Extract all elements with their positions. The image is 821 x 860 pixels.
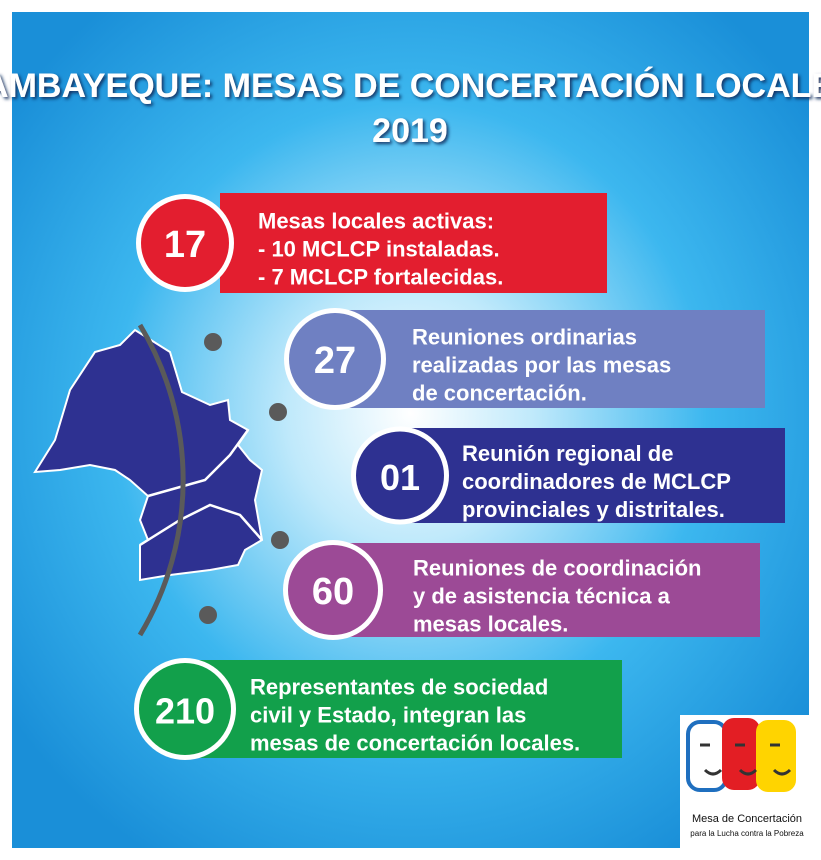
item-text: Reuniones de coordinación <box>413 556 701 581</box>
item-text: de concertación. <box>412 381 587 406</box>
logo: Mesa de Concertación para la Lucha contr… <box>680 715 815 850</box>
item-text: provinciales y distritales. <box>462 497 725 522</box>
item-number: 01 <box>380 457 420 498</box>
map <box>33 328 264 582</box>
item-number: 27 <box>314 340 356 382</box>
item-text: coordinadores de MCLCP <box>462 469 731 494</box>
item-text: civil y Estado, integran las <box>250 703 526 728</box>
item-text: Mesas locales activas: <box>258 209 494 234</box>
item-text: - 7 MCLCP fortalecidas. <box>258 265 503 290</box>
logo-text: para la Lucha contra la Pobreza <box>690 829 804 838</box>
item-text: Representantes de sociedad <box>250 675 548 700</box>
title: LAMBAYEQUE: MESAS DE CONCERTACIÓN LOCALE… <box>0 67 821 105</box>
arc <box>137 323 186 637</box>
number-badge <box>139 663 231 755</box>
item-text: y de asistencia técnica a <box>413 584 671 609</box>
item-number: 60 <box>312 571 354 613</box>
arc-dots <box>199 333 289 624</box>
item-number: 17 <box>164 224 206 266</box>
item-text: realizadas por las mesas <box>412 353 671 378</box>
item-bar <box>400 428 785 523</box>
title: 2019 <box>372 112 448 150</box>
map-borders <box>139 429 263 547</box>
item-text: Reunión regional de <box>462 441 673 466</box>
item-text: Reuniones ordinarias <box>412 325 637 350</box>
item-bar <box>335 310 765 408</box>
item-bar <box>335 543 760 637</box>
item-bar <box>220 193 607 293</box>
item-text: - 10 MCLCP instaladas. <box>258 237 500 262</box>
item-number: 210 <box>155 691 215 732</box>
item-text: mesas locales. <box>413 612 568 637</box>
number-badge <box>141 199 229 287</box>
number-badge <box>288 545 378 635</box>
number-badge <box>289 313 381 405</box>
number-badge <box>356 431 444 520</box>
item-text: mesas de concertación locales. <box>250 731 580 756</box>
logo-text: Mesa de Concertación <box>692 813 802 825</box>
item-bar <box>185 660 622 758</box>
